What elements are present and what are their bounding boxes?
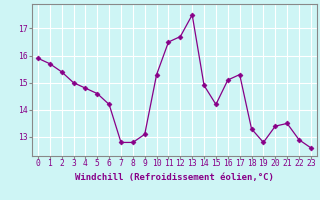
X-axis label: Windchill (Refroidissement éolien,°C): Windchill (Refroidissement éolien,°C) xyxy=(75,173,274,182)
